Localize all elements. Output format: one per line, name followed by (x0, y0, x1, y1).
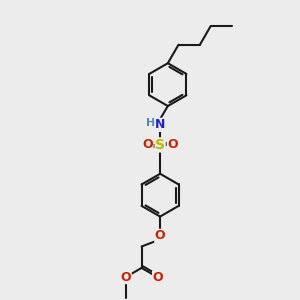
Text: H: H (146, 118, 155, 128)
Text: O: O (142, 138, 153, 152)
Text: N: N (155, 118, 165, 131)
Text: O: O (155, 229, 165, 242)
Text: S: S (155, 138, 165, 152)
Text: O: O (153, 271, 163, 284)
Text: O: O (121, 271, 131, 284)
Text: O: O (167, 138, 178, 152)
